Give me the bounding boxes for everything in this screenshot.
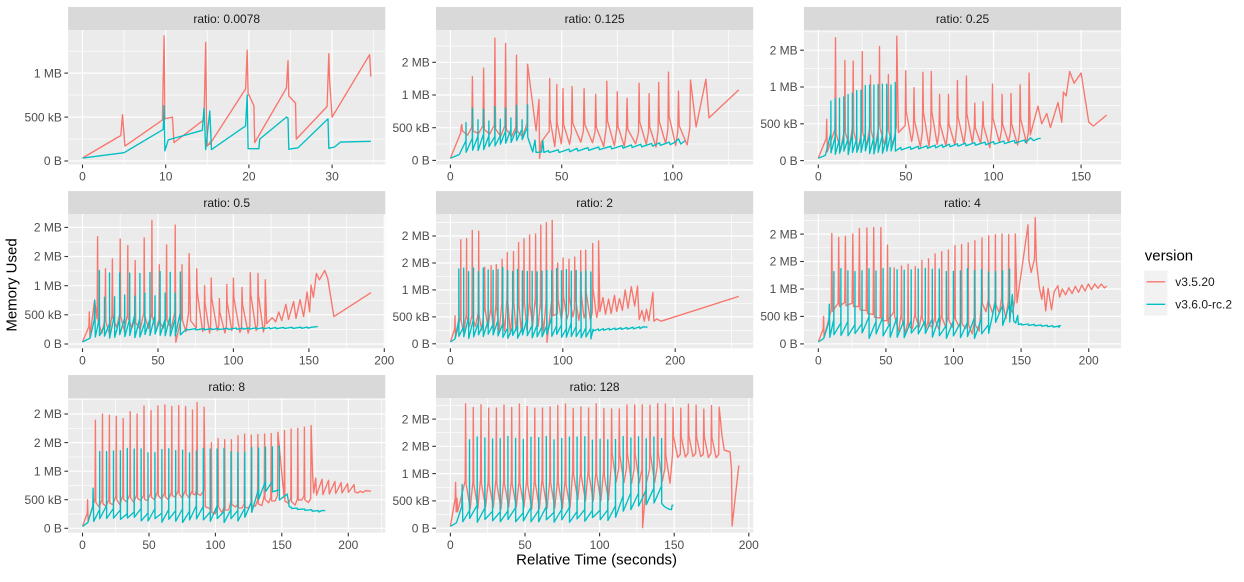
svg-text:2 MB: 2 MB [34, 436, 62, 450]
svg-text:50: 50 [879, 354, 893, 368]
svg-text:500 kB: 500 kB [392, 121, 429, 135]
svg-text:100: 100 [590, 538, 610, 552]
svg-text:100: 100 [663, 170, 683, 184]
svg-text:150: 150 [1071, 170, 1091, 184]
svg-text:2 MB: 2 MB [770, 43, 798, 57]
svg-text:50: 50 [151, 354, 165, 368]
svg-text:50: 50 [555, 170, 569, 184]
svg-text:Relative Time (seconds): Relative Time (seconds) [516, 551, 677, 568]
svg-text:ratio: 0.125: ratio: 0.125 [565, 12, 625, 26]
svg-text:500 kB: 500 kB [392, 310, 429, 324]
svg-text:1 MB: 1 MB [402, 467, 430, 481]
svg-text:200: 200 [374, 354, 394, 368]
svg-text:50: 50 [899, 170, 913, 184]
svg-text:ratio: 128: ratio: 128 [570, 380, 620, 394]
svg-text:200: 200 [739, 538, 759, 552]
svg-text:ratio: 4: ratio: 4 [944, 196, 981, 210]
svg-text:0 B: 0 B [780, 337, 798, 351]
svg-text:v3.6.0-rc.2: v3.6.0-rc.2 [1175, 298, 1232, 312]
svg-text:0 B: 0 B [44, 522, 62, 536]
svg-text:0 B: 0 B [44, 337, 62, 351]
svg-text:10: 10 [159, 170, 173, 184]
svg-text:2 MB: 2 MB [34, 407, 62, 421]
svg-text:100: 100 [943, 354, 963, 368]
svg-text:ratio: 0.25: ratio: 0.25 [936, 12, 990, 26]
svg-text:0: 0 [79, 354, 86, 368]
svg-text:20: 20 [242, 170, 256, 184]
svg-text:ratio: 0.5: ratio: 0.5 [203, 196, 250, 210]
svg-text:2 MB: 2 MB [402, 56, 430, 70]
svg-text:2 MB: 2 MB [402, 440, 430, 454]
svg-text:100: 100 [983, 170, 1003, 184]
svg-text:500 kB: 500 kB [25, 110, 62, 124]
svg-text:2 MB: 2 MB [402, 256, 430, 270]
svg-text:500 kB: 500 kB [392, 494, 429, 508]
svg-text:1 MB: 1 MB [34, 279, 62, 293]
svg-text:0 B: 0 B [412, 337, 430, 351]
svg-text:2 MB: 2 MB [34, 250, 62, 264]
svg-text:2 MB: 2 MB [770, 255, 798, 269]
svg-text:0: 0 [79, 170, 86, 184]
svg-text:0: 0 [447, 538, 454, 552]
svg-text:100: 100 [205, 538, 225, 552]
svg-text:2 MB: 2 MB [770, 227, 798, 241]
svg-text:150: 150 [664, 538, 684, 552]
svg-text:0 B: 0 B [44, 154, 62, 168]
svg-text:1 MB: 1 MB [770, 80, 798, 94]
svg-text:Memory Used: Memory Used [4, 238, 21, 331]
svg-text:2 MB: 2 MB [402, 412, 430, 426]
svg-text:150: 150 [1011, 354, 1031, 368]
svg-text:0: 0 [815, 170, 822, 184]
svg-text:1 MB: 1 MB [770, 282, 798, 296]
svg-text:200: 200 [1079, 354, 1099, 368]
svg-text:version: version [1145, 247, 1193, 264]
svg-text:150: 150 [299, 354, 319, 368]
svg-text:1 MB: 1 MB [402, 88, 430, 102]
svg-text:30: 30 [325, 170, 339, 184]
svg-text:50: 50 [142, 538, 156, 552]
svg-text:0 B: 0 B [780, 154, 798, 168]
svg-text:500 kB: 500 kB [25, 308, 62, 322]
svg-text:150: 150 [272, 538, 292, 552]
svg-text:0: 0 [447, 170, 454, 184]
svg-text:1 MB: 1 MB [34, 66, 62, 80]
svg-text:200: 200 [665, 354, 685, 368]
svg-text:v3.5.20: v3.5.20 [1175, 275, 1215, 289]
svg-text:200: 200 [338, 538, 358, 552]
svg-text:1 MB: 1 MB [402, 283, 430, 297]
svg-text:1 MB: 1 MB [34, 464, 62, 478]
svg-text:0: 0 [815, 354, 822, 368]
svg-text:ratio: 0.0078: ratio: 0.0078 [193, 12, 260, 26]
svg-text:50: 50 [518, 538, 532, 552]
svg-text:100: 100 [223, 354, 243, 368]
svg-text:2 MB: 2 MB [402, 229, 430, 243]
svg-text:0 B: 0 B [412, 521, 430, 535]
svg-text:0: 0 [447, 354, 454, 368]
svg-text:0: 0 [79, 538, 86, 552]
svg-text:500 kB: 500 kB [760, 310, 797, 324]
svg-text:0 B: 0 B [412, 154, 430, 168]
svg-text:100: 100 [553, 354, 573, 368]
svg-text:2 MB: 2 MB [34, 221, 62, 235]
svg-text:ratio: 8: ratio: 8 [208, 380, 245, 394]
svg-text:ratio: 2: ratio: 2 [576, 196, 613, 210]
svg-text:500 kB: 500 kB [25, 493, 62, 507]
svg-text:500 kB: 500 kB [760, 117, 797, 131]
